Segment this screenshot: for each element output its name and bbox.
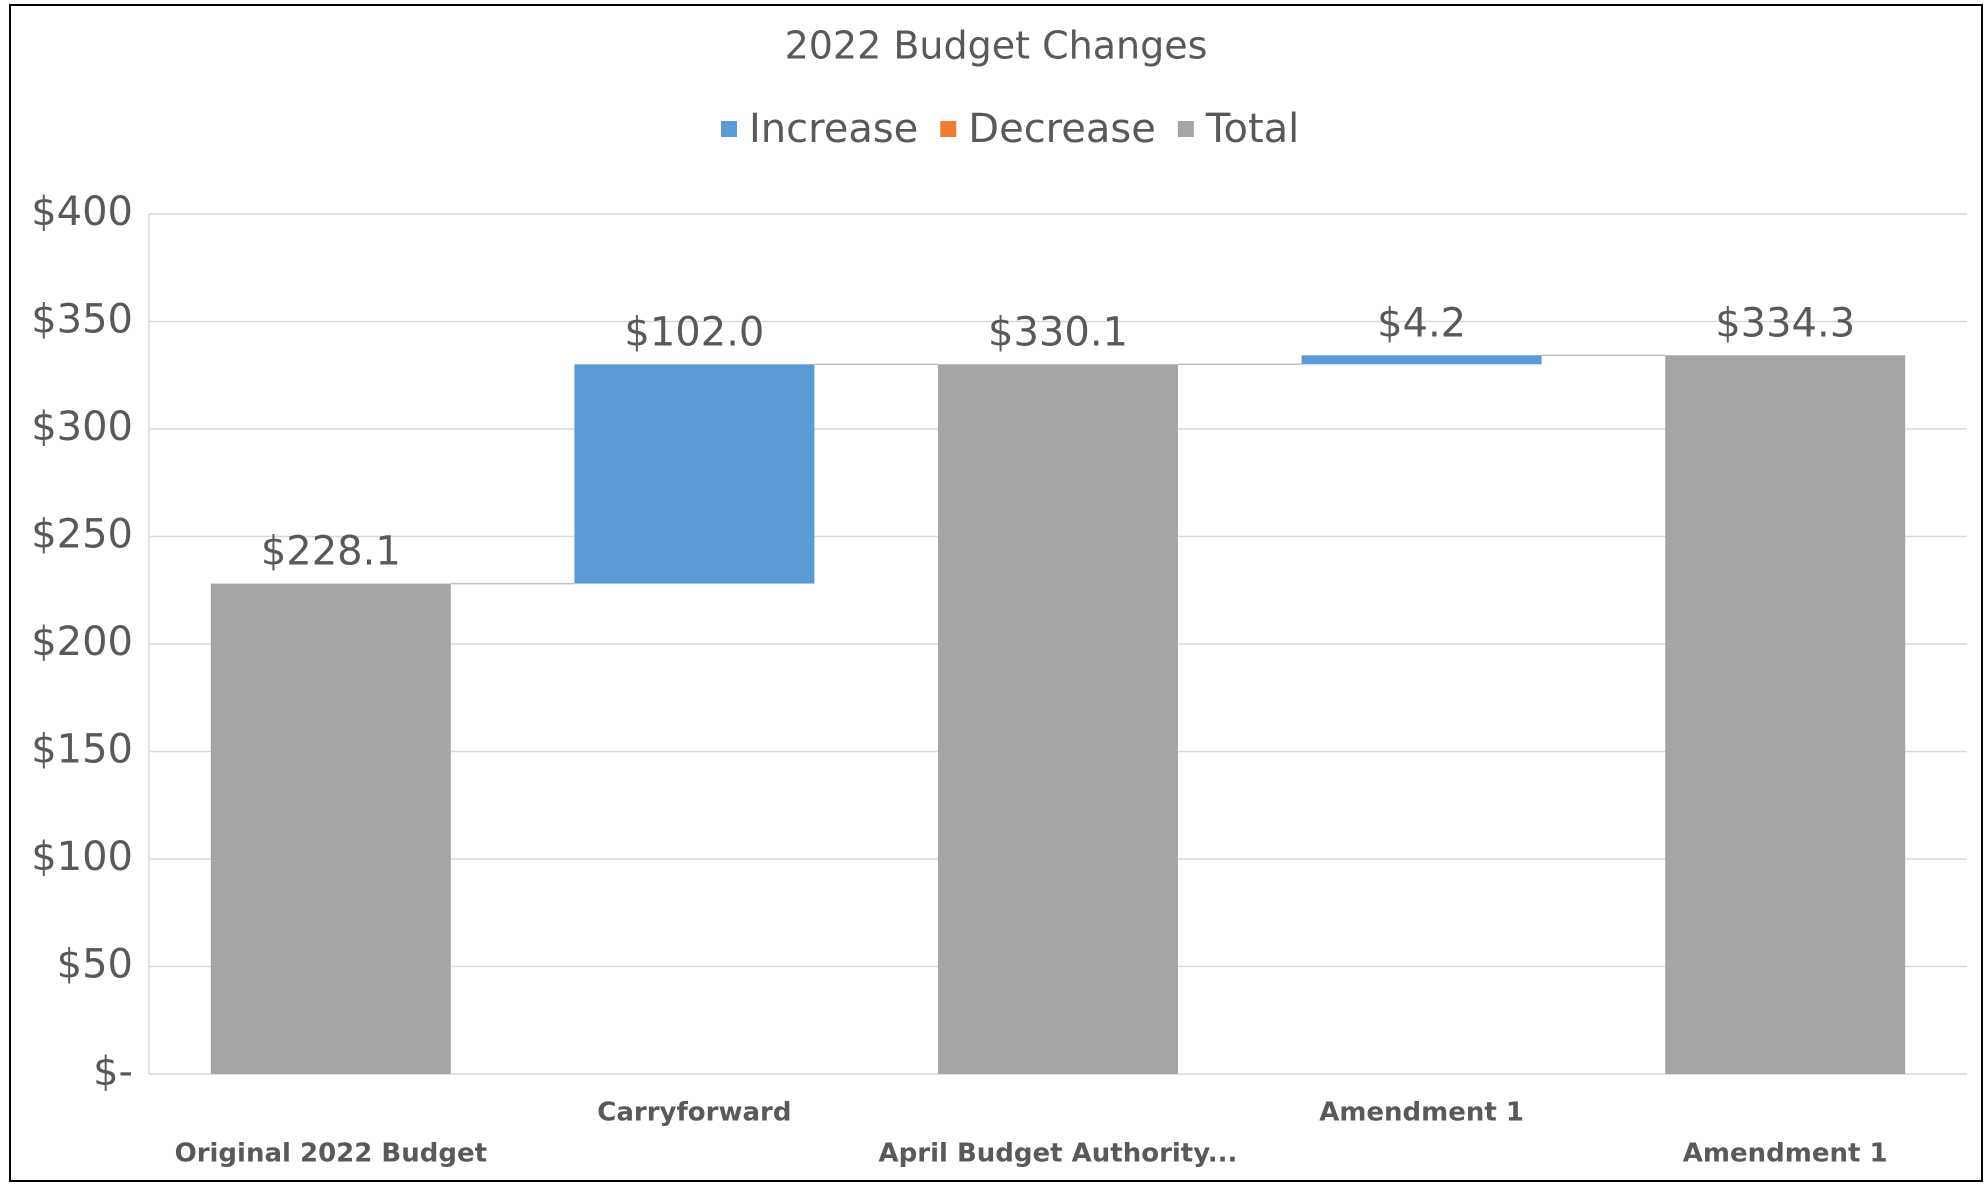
x-tick-label: April Budget Authority... (879, 1139, 1238, 1169)
data-label: $102.0 (624, 309, 764, 355)
y-tick-label: $50 (57, 942, 133, 988)
y-tick-label: $350 (31, 297, 133, 343)
y-tick-label: $100 (31, 834, 133, 880)
data-label: $4.2 (1377, 300, 1466, 346)
legend-label: Increase (749, 106, 918, 152)
x-tick-label: Amendment 1 (1319, 1098, 1524, 1128)
chart-title: 2022 Budget Changes (785, 24, 1208, 68)
legend-label: Total (1205, 106, 1299, 152)
x-tick-label: Amendment 1 (1683, 1139, 1888, 1169)
legend-swatch (721, 121, 737, 137)
data-label: $334.3 (1715, 300, 1855, 346)
legend-swatch (1177, 121, 1194, 137)
bar (1301, 355, 1542, 365)
legend-swatch (940, 121, 957, 137)
bar (938, 364, 1178, 1074)
bar (210, 583, 451, 1074)
legend-label: Decrease (968, 106, 1156, 152)
x-tick-label: Original 2022 Budget (175, 1139, 487, 1169)
data-label: $330.1 (988, 309, 1128, 355)
x-tick-label: Carryforward (597, 1098, 791, 1128)
y-tick-label: $150 (31, 727, 133, 773)
y-tick-label: $- (93, 1049, 133, 1095)
y-tick-label: $400 (31, 189, 133, 235)
bar (1665, 355, 1906, 1074)
data-label: $228.1 (261, 529, 401, 575)
bar (574, 364, 815, 584)
y-tick-label: $200 (31, 619, 133, 665)
y-tick-label: $250 (31, 512, 133, 558)
y-tick-label: $300 (31, 404, 133, 450)
